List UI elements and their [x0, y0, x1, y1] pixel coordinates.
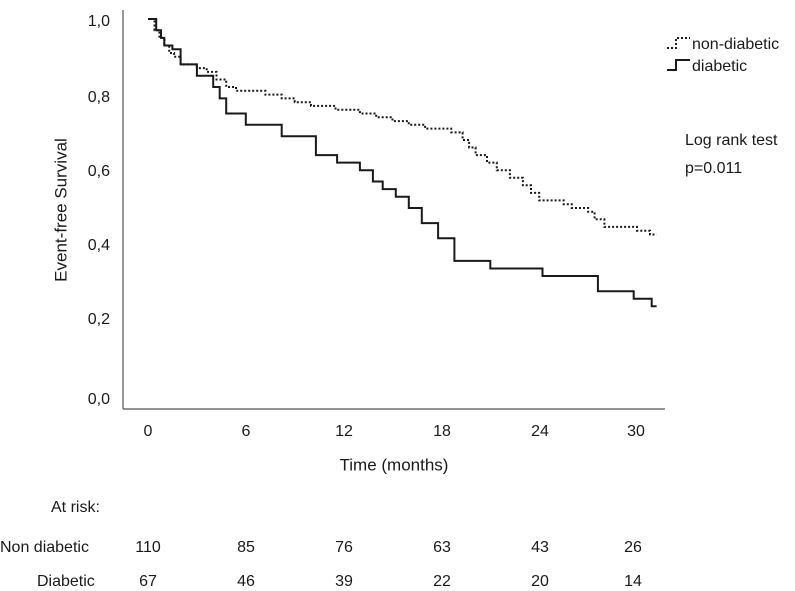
at-risk-count: 67 [139, 573, 157, 590]
at-risk-count: 46 [237, 573, 255, 590]
at-risk-count: 85 [237, 539, 255, 556]
y-tick-label: 0,8 [88, 89, 110, 106]
legend-swatch-non-diabetic [667, 37, 690, 49]
at-risk-count: 43 [531, 539, 549, 556]
log-rank-test-label: Log rank test [685, 132, 778, 149]
at-risk-count: 76 [335, 539, 353, 556]
legend-label-diabetic: diabetic [692, 58, 747, 75]
x-tick-label: 0 [144, 423, 153, 440]
y-tick-label: 0,4 [88, 237, 110, 254]
at-risk-count: 26 [624, 539, 642, 556]
at-risk-title: At risk: [51, 499, 100, 516]
y-axis-title: Event-free Survival [51, 138, 70, 282]
at-risk-count: 14 [624, 573, 642, 590]
at-risk-count: 39 [335, 573, 353, 590]
at-risk-table: At risk: Non diabetic 110 85 76 63 43 26… [0, 499, 642, 590]
y-tick-label: 1,0 [88, 13, 110, 30]
x-tick-label: 12 [335, 423, 353, 440]
x-tick-label: 18 [433, 423, 451, 440]
x-axis-title: Time (months) [340, 455, 449, 474]
y-tick-label: 0,6 [88, 163, 110, 180]
at-risk-count: 110 [135, 539, 161, 556]
non-diabetic-survival-curve [148, 18, 657, 236]
p-value-label: p=0.011 [685, 160, 742, 177]
legend: non-diabetic diabetic [667, 36, 779, 75]
y-tick-label: 0,2 [88, 311, 110, 328]
at-risk-count: 20 [531, 573, 549, 590]
at-risk-row-label: Diabetic [37, 573, 95, 590]
y-tick-label: 0,0 [88, 391, 110, 408]
x-tick-label: 24 [531, 423, 549, 440]
legend-label-non-diabetic: non-diabetic [692, 36, 779, 53]
at-risk-count: 63 [433, 539, 451, 556]
x-tick-label: 6 [242, 423, 251, 440]
x-tick-label: 30 [627, 423, 645, 440]
legend-swatch-diabetic [667, 59, 690, 71]
diabetic-survival-curve [148, 18, 657, 308]
at-risk-row-label: Non diabetic [0, 539, 89, 556]
at-risk-count: 22 [433, 573, 451, 590]
